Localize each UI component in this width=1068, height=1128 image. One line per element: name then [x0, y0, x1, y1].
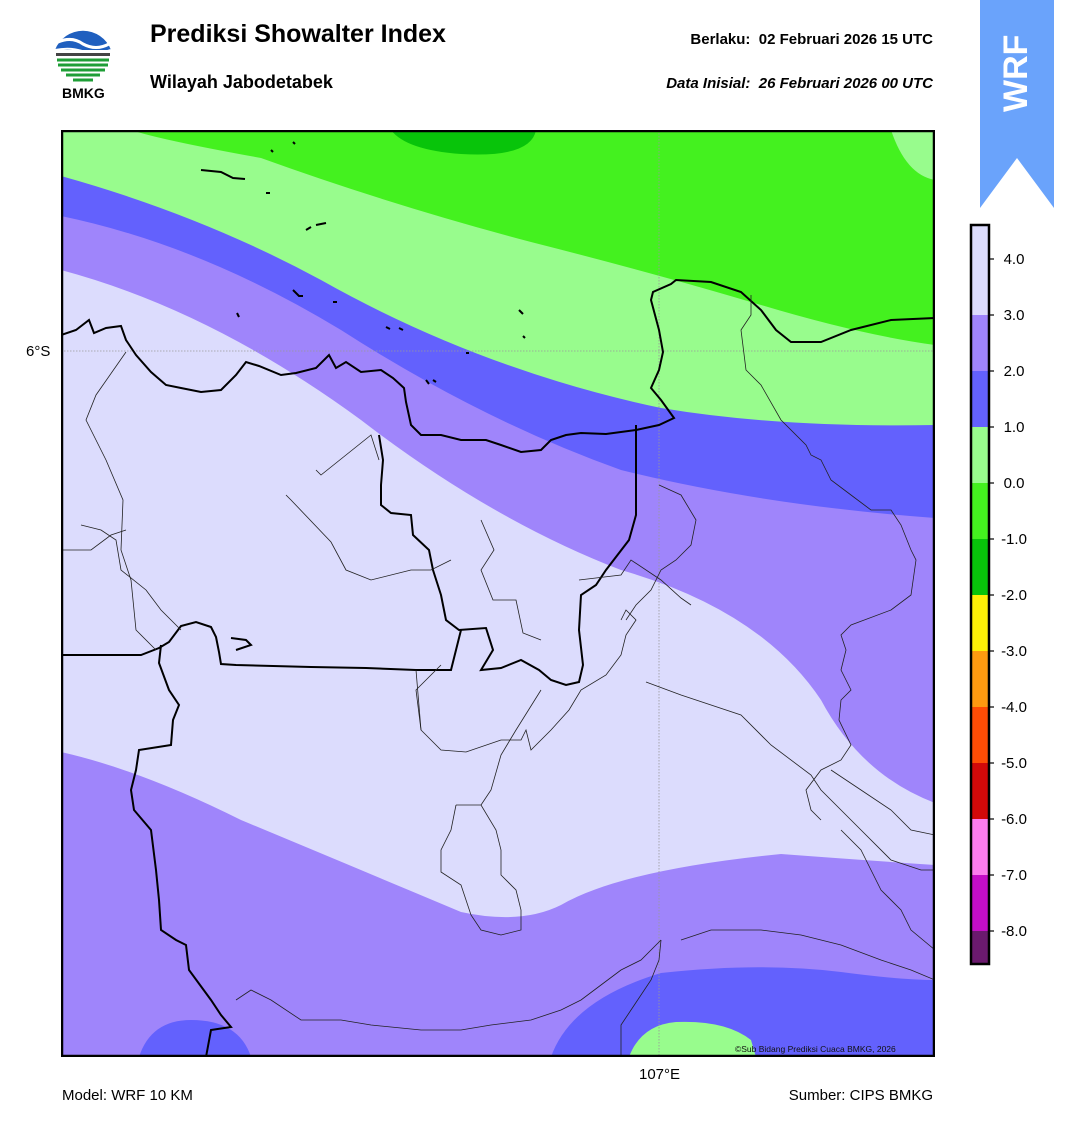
colorbar-segment — [971, 225, 989, 259]
colorbar-tick-label: -5.0 — [1001, 755, 1027, 772]
colorbar-segment — [971, 315, 989, 371]
bmkg-logo: BMKG — [52, 20, 118, 104]
logo-text: BMKG — [62, 85, 105, 101]
valid-time: Berlaku: 02 Februari 2026 15 UTC — [690, 31, 933, 48]
colorbar-tick-label: -6.0 — [1001, 811, 1027, 828]
model-label: Model: WRF 10 KM — [62, 1087, 193, 1104]
wrf-badge: WRF — [980, 0, 1054, 210]
colorbar-tick-label: -8.0 — [1001, 923, 1027, 940]
bmkg-emblem-icon — [53, 24, 113, 84]
map-frame — [60, 129, 936, 1058]
colorbar-segment — [971, 651, 989, 707]
showalter-index-map — [60, 129, 936, 1058]
contour-band-minus2-to-minus1 — [391, 130, 536, 155]
region-subtitle: Wilayah Jabodetabek — [150, 72, 333, 92]
contour-band-3-to-4 — [61, 270, 935, 918]
contour-band-0-to-1-south — [629, 1021, 756, 1057]
regency-boundaries — [61, 295, 935, 1057]
latitude-label: 6°S — [26, 343, 51, 360]
colorbar-tick-label: -1.0 — [1001, 531, 1027, 548]
colorbar-tick-label: 4.0 — [1004, 251, 1025, 268]
colorbar-segment — [971, 819, 989, 875]
colorbar-segment — [971, 707, 989, 763]
contour-band-1-to-2-sw — [139, 1020, 251, 1057]
map-credit: ©Sub Bidang Prediksi Cuaca BMKG, 2026 — [735, 1044, 896, 1054]
colorbar-tick-label: -7.0 — [1001, 867, 1027, 884]
colorbar-tick-label: 0.0 — [1004, 475, 1025, 492]
colorbar-tick-label: -2.0 — [1001, 587, 1027, 604]
colorbar-segment — [971, 371, 989, 427]
wrf-badge-text: WRF — [997, 34, 1035, 112]
colorbar-tick-label: -3.0 — [1001, 643, 1027, 660]
source-label: Sumber: CIPS BMKG — [788, 1087, 933, 1104]
colorbar-segment — [971, 483, 989, 539]
colorbar-tick-label: 2.0 — [1004, 363, 1025, 380]
colorbar: 4.0 3.0 2.0 1.0 0.0 -1.0 -2.0 -3.0 -4.0 -5.0 -6.0 -… — [968, 223, 1058, 968]
colorbar-segment — [971, 595, 989, 651]
colorbar-tick-label: -4.0 — [1001, 699, 1027, 716]
contour-band-0-to-1-ne — [891, 130, 935, 180]
colorbar-segment — [971, 427, 989, 483]
colorbar-segment — [971, 259, 989, 315]
colorbar-tick-label: 1.0 — [1004, 419, 1025, 436]
contour-band-minus1-to-0 — [131, 130, 935, 345]
colorbar-tick-label: 3.0 — [1004, 307, 1025, 324]
colorbar-segment — [971, 763, 989, 819]
page-title: Prediksi Showalter Index — [150, 20, 446, 48]
longitude-label: 107°E — [639, 1066, 681, 1083]
colorbar-segment — [971, 539, 989, 595]
thousand-islands — [200, 141, 526, 385]
colorbar-segment — [971, 931, 989, 964]
colorbar-segment — [971, 875, 989, 931]
coastline — [61, 278, 935, 454]
initial-data-time: Data Inisial: 26 Februari 2026 00 UTC — [666, 75, 933, 92]
province-boundaries — [61, 425, 637, 1057]
